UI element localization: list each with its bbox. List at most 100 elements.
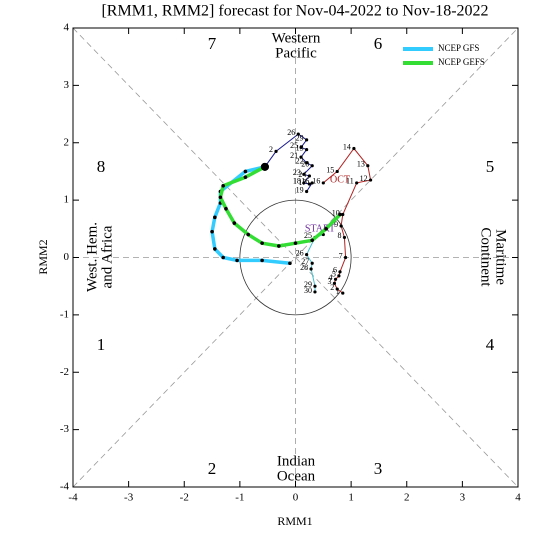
point-label: 14 bbox=[343, 142, 351, 151]
forecast-point bbox=[260, 162, 269, 171]
forecast-point bbox=[277, 244, 281, 248]
observed-point bbox=[307, 182, 312, 186]
observed-point bbox=[338, 270, 342, 274]
forecast-line bbox=[210, 165, 291, 265]
forecast-point bbox=[243, 169, 248, 174]
region-label: Maritime bbox=[493, 229, 509, 285]
phase-label: 2 bbox=[208, 459, 217, 478]
point-label: 20 bbox=[301, 160, 309, 169]
x-tick-label: 1 bbox=[348, 492, 354, 504]
phase-label: 1 bbox=[97, 335, 106, 354]
y-tick-label: 0 bbox=[64, 251, 70, 263]
observed-point bbox=[355, 181, 359, 185]
observed-point bbox=[302, 181, 306, 185]
observed-point bbox=[305, 161, 309, 165]
forecast-point bbox=[288, 261, 292, 266]
forecast-point bbox=[235, 258, 239, 263]
x-tick-label: 3 bbox=[460, 492, 466, 504]
forecast-line bbox=[218, 165, 342, 248]
observed-point bbox=[310, 261, 314, 265]
observed-point bbox=[333, 277, 338, 281]
phase-label: 3 bbox=[374, 459, 383, 478]
point-label: 8 bbox=[337, 231, 341, 240]
point-label: 16 bbox=[301, 177, 309, 186]
point-label: 16 bbox=[312, 177, 320, 186]
observed-point bbox=[332, 281, 337, 285]
observed-point bbox=[335, 169, 339, 174]
x-tick-label: -3 bbox=[124, 492, 134, 504]
forecast-point bbox=[210, 229, 214, 234]
point-label: 13 bbox=[296, 143, 304, 152]
x-tick-label: 0 bbox=[293, 492, 299, 504]
observed-point bbox=[366, 164, 370, 168]
x-tick-label: -2 bbox=[180, 492, 189, 504]
forecast-point bbox=[260, 241, 264, 245]
region-label: Continent bbox=[478, 227, 494, 287]
point-label: 12 bbox=[360, 174, 368, 183]
point-label: 17 bbox=[298, 178, 306, 187]
forecast-point bbox=[293, 241, 298, 245]
observed-point bbox=[339, 224, 343, 228]
observed-point bbox=[302, 172, 306, 176]
observed-point bbox=[335, 287, 339, 291]
point-label: 3 bbox=[327, 277, 331, 286]
point-label: 9 bbox=[334, 220, 338, 229]
observed-point bbox=[341, 291, 345, 295]
observed-point bbox=[352, 146, 356, 151]
forecast-point bbox=[246, 232, 251, 237]
region-label: Ocean bbox=[277, 468, 316, 484]
point-label: 4 bbox=[329, 273, 333, 282]
observed-point bbox=[274, 149, 278, 153]
point-label: 6 bbox=[333, 266, 337, 275]
observed-point bbox=[299, 145, 303, 149]
forecast-point bbox=[324, 227, 328, 231]
forecast-point bbox=[310, 238, 314, 243]
y-tick-label: -2 bbox=[60, 366, 69, 378]
forecast-point bbox=[213, 215, 217, 220]
x-tick-label: -1 bbox=[235, 492, 244, 504]
observed-point bbox=[313, 290, 317, 294]
point-label: 29 bbox=[304, 280, 312, 289]
point-label: 15 bbox=[326, 165, 334, 174]
observed-point bbox=[337, 274, 341, 278]
x-tick-label: -4 bbox=[68, 492, 78, 504]
y-tick-label: -1 bbox=[60, 308, 69, 320]
point-label: 5 bbox=[332, 270, 336, 279]
observed-point bbox=[305, 138, 309, 142]
point-label: 27 bbox=[301, 257, 309, 266]
point-label: 28 bbox=[300, 263, 308, 272]
observed-point bbox=[299, 155, 303, 159]
forecast-point bbox=[218, 195, 223, 200]
phase-label: 7 bbox=[208, 34, 217, 53]
y-tick-label: 1 bbox=[64, 194, 70, 206]
phase-label: 5 bbox=[486, 157, 495, 176]
forecast-point bbox=[221, 255, 225, 260]
observed-point bbox=[307, 174, 312, 178]
chart-title: [RMM1, RMM2] forecast for Nov-04-2022 to… bbox=[101, 3, 488, 20]
legend-label: NCEP GEFS bbox=[438, 57, 485, 67]
forecast-point bbox=[260, 258, 264, 263]
legend-label: NCEP GFS bbox=[438, 43, 479, 53]
observed-point bbox=[342, 235, 347, 240]
phase-label: 6 bbox=[374, 34, 383, 53]
x-axis-label: RMM1 bbox=[277, 514, 312, 528]
point-label: 22 bbox=[296, 157, 304, 166]
y-tick-label: 4 bbox=[64, 22, 70, 34]
phase-label: 4 bbox=[486, 335, 495, 354]
region-label: West. Hem. bbox=[84, 222, 100, 292]
region-label: and Africa bbox=[99, 225, 115, 288]
point-label: 13 bbox=[357, 160, 365, 169]
phase-label: 8 bbox=[97, 157, 106, 176]
point-label: 26 bbox=[287, 128, 295, 137]
point-label: 21 bbox=[290, 151, 298, 160]
point-label: 7 bbox=[339, 251, 343, 260]
observed-point bbox=[343, 255, 348, 260]
region-label: Pacific bbox=[275, 45, 317, 61]
start-label: START bbox=[305, 223, 335, 234]
point-label: 2 bbox=[269, 145, 273, 154]
observed-point bbox=[321, 181, 325, 185]
point-label: 2 bbox=[330, 283, 334, 292]
y-tick-label: 3 bbox=[64, 79, 70, 91]
